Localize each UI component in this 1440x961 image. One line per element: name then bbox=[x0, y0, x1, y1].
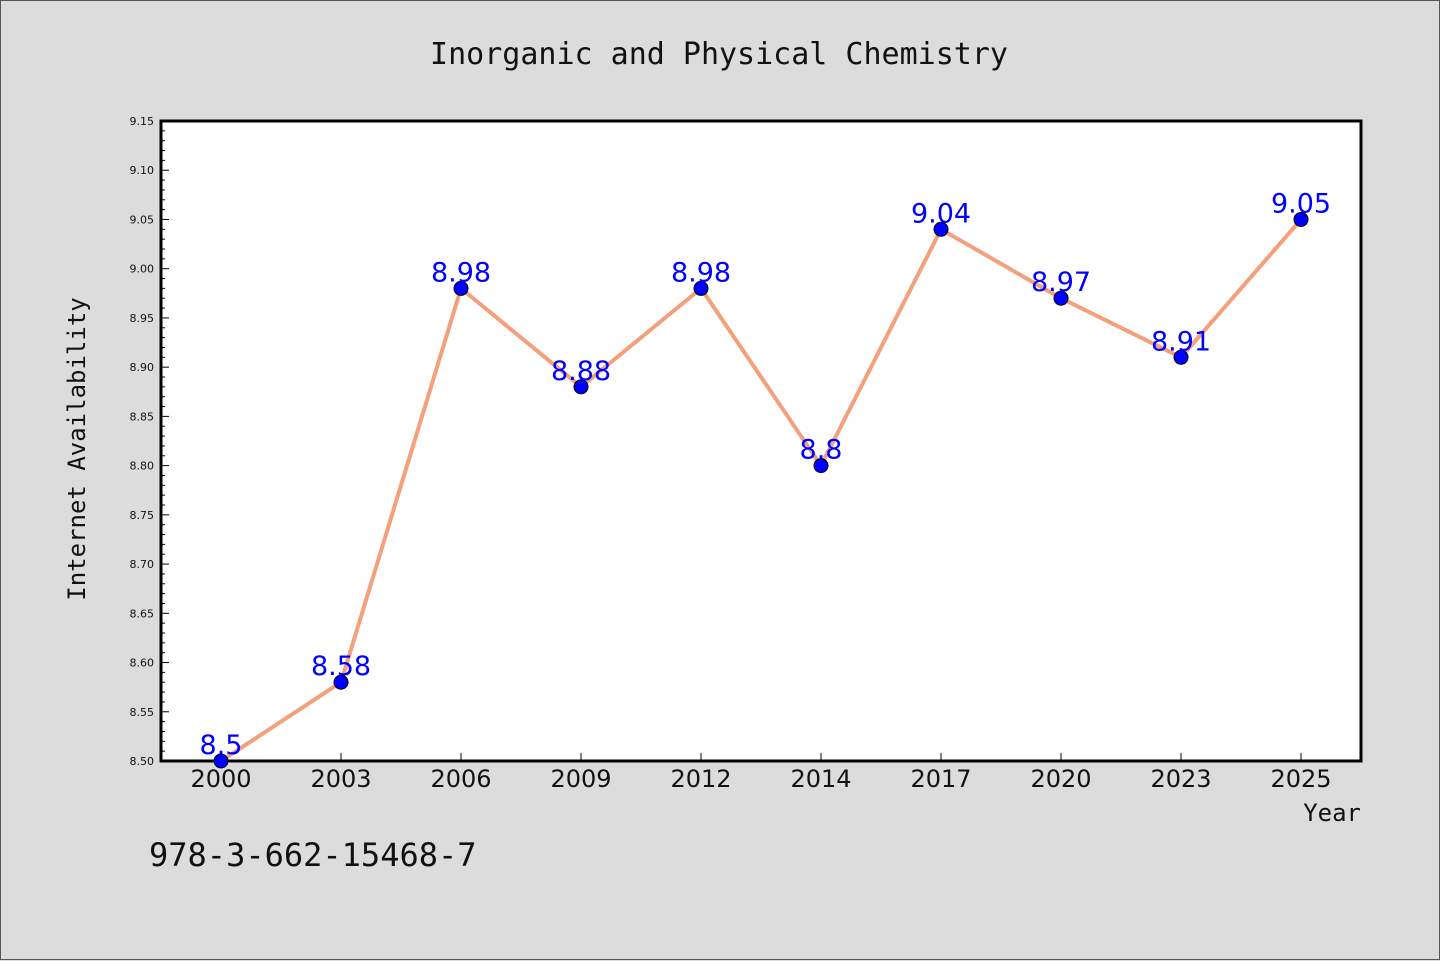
x-tick-label: 2012 bbox=[670, 765, 731, 793]
data-point-label: 8.98 bbox=[431, 257, 491, 288]
data-point-marker bbox=[1173, 349, 1189, 365]
y-tick-label: 8.65 bbox=[130, 607, 155, 620]
y-tick-label: 9.05 bbox=[130, 213, 155, 226]
x-tick-label: 2006 bbox=[430, 765, 491, 793]
data-point-marker bbox=[933, 221, 949, 237]
y-tick-label: 8.75 bbox=[130, 509, 155, 522]
x-tick-label: 2025 bbox=[1270, 765, 1331, 793]
chart-title: Inorganic and Physical Chemistry bbox=[430, 37, 1008, 72]
x-axis: 2000 2003 2006 2009 2012 2014 2017 2020 2023 2025 bbox=[190, 753, 1332, 793]
plot-area bbox=[159, 119, 1363, 763]
y-tick-label: 8.70 bbox=[130, 558, 155, 571]
data-point-label: 8.97 bbox=[1031, 267, 1091, 298]
y-tick-label: 9.10 bbox=[130, 164, 155, 177]
x-tick-label: 2014 bbox=[790, 765, 851, 793]
series-line bbox=[213, 211, 1309, 769]
data-labels: 8.5 8.58 8.98 8.88 8.98 8.8 9.04 8.97 8.91 9.05 bbox=[200, 188, 1332, 761]
data-point-marker bbox=[1053, 290, 1069, 306]
y-tick-label: 8.55 bbox=[130, 706, 155, 719]
y-tick-label: 8.60 bbox=[130, 657, 155, 670]
y-tick-label: 8.80 bbox=[130, 460, 155, 473]
data-point-label: 8.8 bbox=[800, 435, 843, 466]
data-point-label: 8.88 bbox=[551, 356, 611, 387]
data-point-label: 9.04 bbox=[911, 198, 971, 229]
x-axis-label: Year bbox=[1303, 799, 1361, 827]
y-tick-label: 9.15 bbox=[130, 115, 155, 128]
x-tick-label: 2009 bbox=[550, 765, 611, 793]
y-tick-label: 8.85 bbox=[130, 410, 155, 423]
series-polyline bbox=[219, 218, 1303, 763]
data-point-label: 8.91 bbox=[1151, 326, 1211, 357]
y-tick-label: 8.90 bbox=[130, 361, 155, 374]
data-point-marker bbox=[453, 280, 469, 296]
y-tick-label: 8.50 bbox=[130, 755, 155, 768]
data-point-marker bbox=[1293, 211, 1309, 227]
x-tick-label: 2020 bbox=[1030, 765, 1091, 793]
isbn-footnote: 978-3-662-15468-7 bbox=[149, 836, 477, 874]
data-point-marker bbox=[213, 753, 229, 769]
y-axis-label: Internet Availability bbox=[63, 297, 91, 600]
data-point-marker bbox=[693, 280, 709, 296]
x-tick-label: 2003 bbox=[310, 765, 371, 793]
data-point-label: 8.98 bbox=[671, 257, 731, 288]
data-point-label: 9.05 bbox=[1271, 188, 1331, 219]
data-point-marker bbox=[813, 458, 829, 474]
y-tick-label: 9.00 bbox=[130, 263, 155, 276]
data-point-label: 8.58 bbox=[311, 651, 371, 682]
y-axis: 8.50 8.55 8.60 8.65 8.70 8.75 8.80 8.85 8.90 8.95… bbox=[130, 115, 169, 768]
data-point-marker bbox=[573, 379, 589, 395]
data-point-marker bbox=[333, 674, 349, 690]
x-tick-label: 2017 bbox=[910, 765, 971, 793]
data-point-label: 8.5 bbox=[200, 730, 243, 761]
x-tick-label: 2023 bbox=[1150, 765, 1211, 793]
x-tick-label: 2000 bbox=[190, 765, 251, 793]
y-tick-label: 8.95 bbox=[130, 312, 155, 325]
